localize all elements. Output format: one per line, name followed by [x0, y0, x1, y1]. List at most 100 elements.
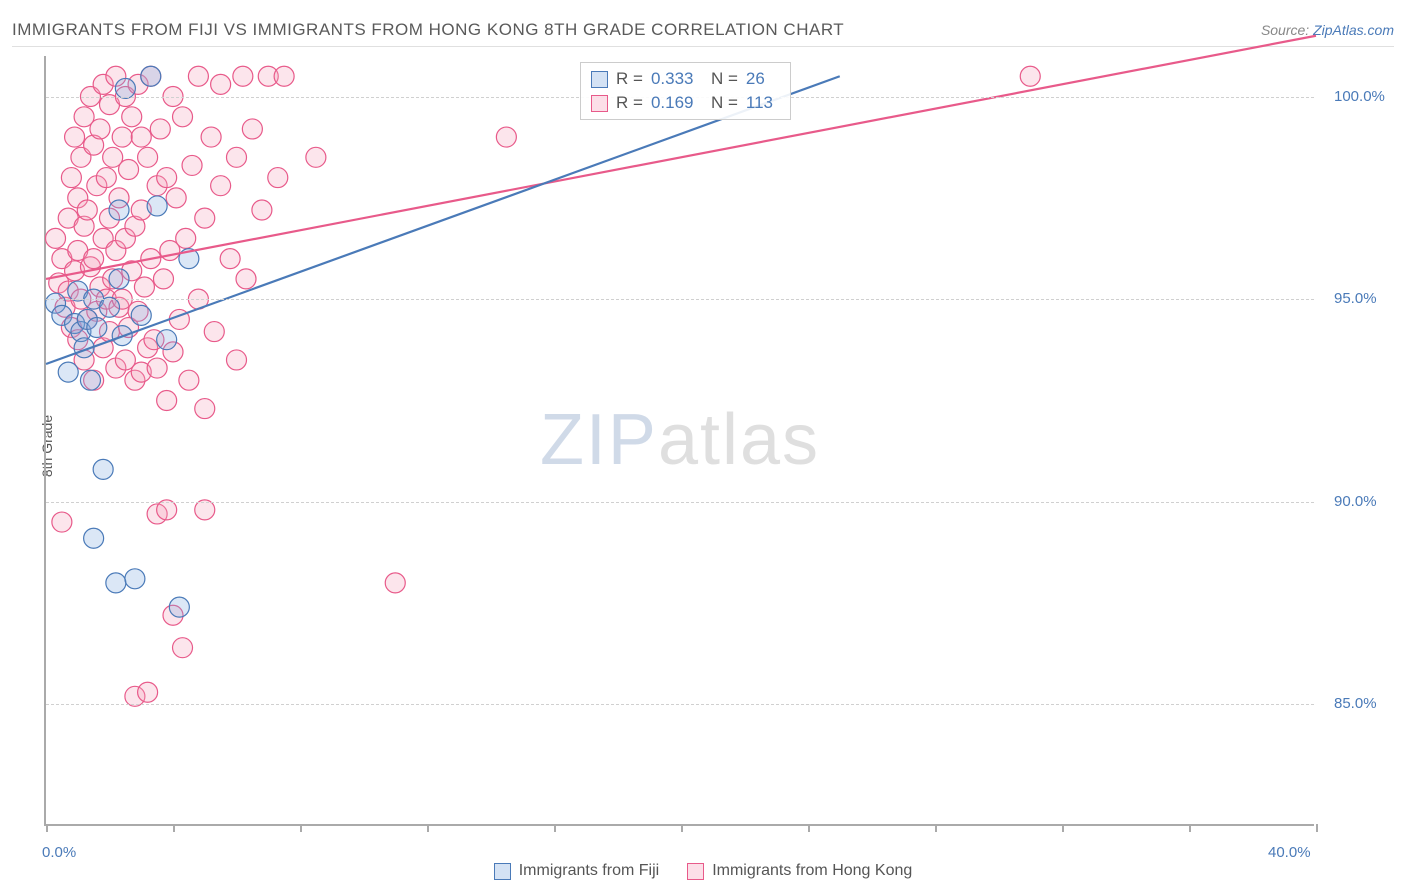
source-link[interactable]: ZipAtlas.com	[1313, 22, 1394, 38]
scatter-point-fiji	[80, 370, 100, 390]
scatter-point-hongkong	[150, 119, 170, 139]
scatter-point-hongkong	[173, 638, 193, 658]
stats-n-value: 26	[746, 69, 780, 89]
correlation-stats-box: R = 0.333 N = 26 R = 0.169 N = 113	[580, 62, 791, 120]
scatter-point-fiji	[131, 305, 151, 325]
scatter-point-hongkong	[157, 390, 177, 410]
scatter-point-hongkong	[201, 127, 221, 147]
scatter-point-fiji	[125, 569, 145, 589]
gridline-h	[46, 704, 1314, 705]
scatter-point-hongkong	[385, 573, 405, 593]
scatter-point-hongkong	[306, 147, 326, 167]
scatter-point-fiji	[147, 196, 167, 216]
scatter-point-hongkong	[46, 228, 66, 248]
scatter-point-hongkong	[157, 500, 177, 520]
legend-item-hongkong: Immigrants from Hong Kong	[687, 862, 912, 880]
stats-row-fiji: R = 0.333 N = 26	[591, 67, 780, 91]
legend-label: Immigrants from Hong Kong	[712, 862, 912, 880]
title-bar: IMMIGRANTS FROM FIJI VS IMMIGRANTS FROM …	[12, 20, 1394, 40]
x-tick-label: 40.0%	[1268, 844, 1311, 861]
source-attribution: Source: ZipAtlas.com	[1261, 22, 1394, 38]
chart-title: IMMIGRANTS FROM FIJI VS IMMIGRANTS FROM …	[12, 20, 844, 40]
scatter-point-fiji	[100, 297, 120, 317]
x-tick	[1062, 824, 1064, 832]
stats-r-label: R =	[616, 93, 643, 113]
scatter-point-hongkong	[1020, 66, 1040, 86]
scatter-point-hongkong	[147, 358, 167, 378]
scatter-point-hongkong	[153, 269, 173, 289]
legend-label: Immigrants from Fiji	[519, 862, 659, 880]
scatter-point-hongkong	[211, 74, 231, 94]
scatter-point-hongkong	[176, 228, 196, 248]
y-tick-label: 100.0%	[1334, 88, 1385, 105]
scatter-point-hongkong	[204, 322, 224, 342]
x-tick	[300, 824, 302, 832]
scatter-point-hongkong	[131, 127, 151, 147]
legend-swatch-fiji	[494, 863, 511, 880]
scatter-point-fiji	[93, 459, 113, 479]
x-tick	[173, 824, 175, 832]
title-divider	[12, 46, 1394, 47]
scatter-point-hongkong	[61, 168, 81, 188]
x-tick	[1316, 824, 1318, 832]
scatter-point-hongkong	[112, 127, 132, 147]
scatter-point-hongkong	[119, 159, 139, 179]
scatter-point-hongkong	[233, 66, 253, 86]
scatter-point-hongkong	[182, 155, 202, 175]
scatter-point-fiji	[87, 318, 107, 338]
stats-n-label: N =	[711, 93, 738, 113]
scatter-point-hongkong	[173, 107, 193, 127]
x-tick	[46, 824, 48, 832]
legend-item-fiji: Immigrants from Fiji	[494, 862, 659, 880]
scatter-point-hongkong	[122, 107, 142, 127]
stats-r-value: 0.169	[651, 93, 703, 113]
scatter-point-fiji	[109, 269, 129, 289]
gridline-h	[46, 502, 1314, 503]
scatter-point-fiji	[109, 200, 129, 220]
legend: Immigrants from Fiji Immigrants from Hong…	[0, 862, 1406, 880]
scatter-point-hongkong	[252, 200, 272, 220]
x-tick	[681, 824, 683, 832]
scatter-point-hongkong	[195, 500, 215, 520]
scatter-point-hongkong	[138, 682, 158, 702]
scatter-point-hongkong	[52, 512, 72, 532]
x-tick	[1189, 824, 1191, 832]
stats-n-label: N =	[711, 69, 738, 89]
scatter-point-hongkong	[195, 399, 215, 419]
scatter-point-hongkong	[227, 147, 247, 167]
stats-r-value: 0.333	[651, 69, 703, 89]
scatter-point-fiji	[58, 362, 78, 382]
scatter-point-fiji	[141, 66, 161, 86]
scatter-point-fiji	[115, 78, 135, 98]
gridline-h	[46, 299, 1314, 300]
legend-swatch-hongkong	[687, 863, 704, 880]
scatter-point-hongkong	[242, 119, 262, 139]
scatter-point-hongkong	[195, 208, 215, 228]
scatter-point-hongkong	[65, 127, 85, 147]
scatter-point-hongkong	[211, 176, 231, 196]
scatter-point-hongkong	[220, 249, 240, 269]
stats-row-hongkong: R = 0.169 N = 113	[591, 91, 780, 115]
stats-r-label: R =	[616, 69, 643, 89]
x-tick	[808, 824, 810, 832]
scatter-point-hongkong	[227, 350, 247, 370]
stats-swatch-fiji	[591, 71, 608, 88]
scatter-point-fiji	[169, 597, 189, 617]
x-tick	[554, 824, 556, 832]
scatter-point-hongkong	[96, 168, 116, 188]
plot-area: ZIPatlas	[44, 56, 1314, 826]
stats-n-value: 113	[746, 93, 780, 113]
stats-swatch-hongkong	[591, 95, 608, 112]
scatter-point-hongkong	[236, 269, 256, 289]
scatter-point-hongkong	[138, 147, 158, 167]
scatter-point-hongkong	[84, 249, 104, 269]
scatter-point-hongkong	[274, 66, 294, 86]
y-tick-label: 85.0%	[1334, 695, 1377, 712]
scatter-point-hongkong	[188, 66, 208, 86]
scatter-point-fiji	[157, 330, 177, 350]
x-tick	[427, 824, 429, 832]
scatter-point-fiji	[84, 528, 104, 548]
scatter-point-hongkong	[179, 370, 199, 390]
scatter-point-hongkong	[134, 277, 154, 297]
scatter-point-hongkong	[157, 168, 177, 188]
